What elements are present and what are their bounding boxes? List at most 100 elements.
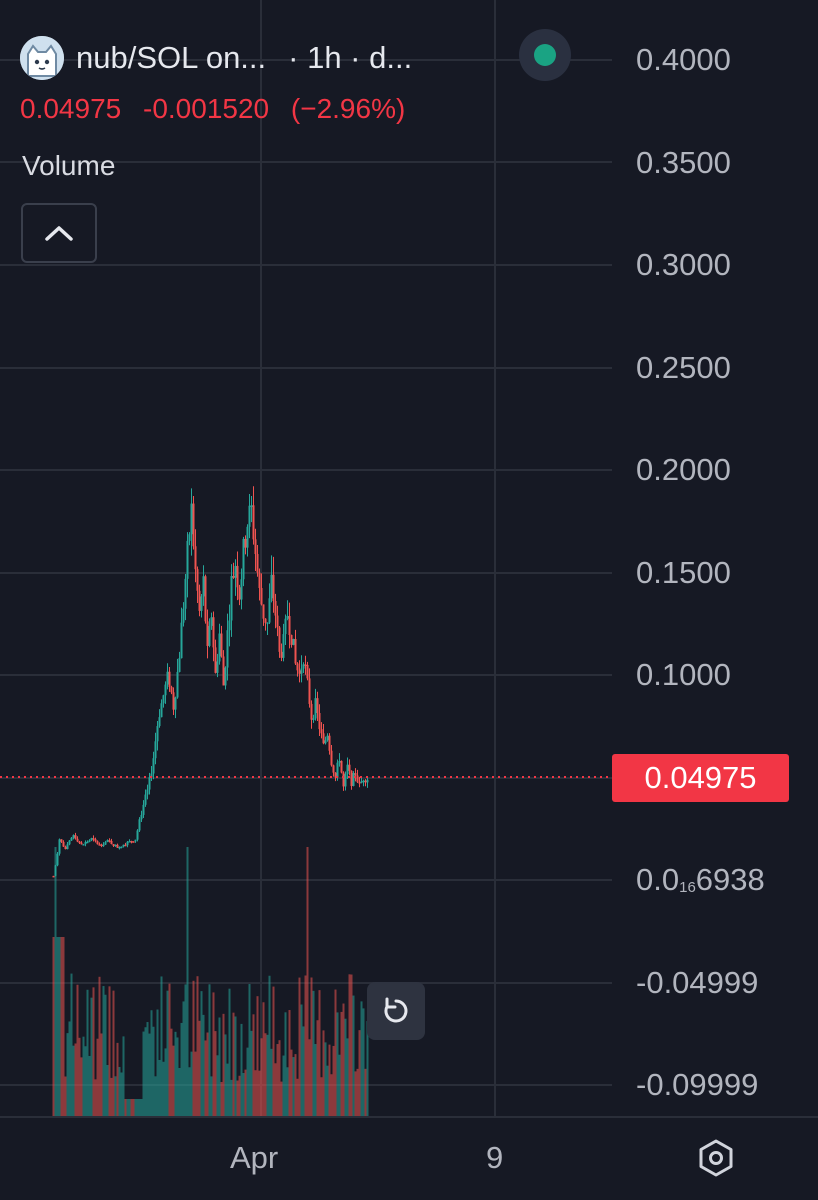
candle-body	[248, 505, 251, 527]
volume-bar	[170, 1028, 173, 1117]
candle-body	[266, 622, 269, 625]
volume-bar	[318, 990, 321, 1117]
candle-body	[180, 622, 183, 659]
candle-body	[302, 664, 305, 669]
candle-body	[98, 844, 101, 846]
volume-bar	[344, 1018, 347, 1117]
volume-bar	[64, 1076, 67, 1117]
collapse-legend-button[interactable]	[21, 203, 97, 263]
candle-body	[206, 621, 209, 646]
candle-body	[234, 565, 237, 578]
volume-bar	[188, 1067, 191, 1117]
candle-body	[118, 847, 121, 849]
volume-bar	[104, 994, 107, 1117]
candles	[52, 486, 369, 878]
volume-bar	[264, 1033, 267, 1117]
candle-body	[264, 618, 267, 623]
candle-body	[162, 695, 165, 704]
candle-body	[268, 598, 271, 623]
volume-bar	[360, 1001, 363, 1117]
candle-body	[356, 775, 359, 783]
volume-bar	[292, 1057, 295, 1117]
volume-bar	[118, 1066, 121, 1117]
volume-bar	[312, 990, 315, 1117]
volume-bar	[84, 1046, 87, 1117]
volume-bar	[316, 1020, 319, 1117]
y-tick-label: 0.3500	[636, 145, 731, 180]
candle-body	[330, 750, 333, 766]
candle-body	[296, 663, 299, 671]
chart-settings-button[interactable]	[694, 1136, 738, 1180]
candle-body	[52, 875, 55, 878]
volume-bar	[140, 1099, 143, 1117]
candle-body	[210, 617, 213, 626]
candle-body	[146, 789, 149, 795]
volume-bar	[362, 1008, 365, 1117]
candle-body	[108, 840, 111, 842]
candle-body	[224, 667, 227, 686]
candle-body	[122, 844, 125, 847]
candle-body	[142, 804, 145, 815]
volume-bar	[364, 1068, 367, 1117]
volume-bar	[144, 1027, 147, 1117]
ohlc-price-line: 0.04975 -0.001520 (−2.96%)	[20, 93, 419, 125]
market-status-indicator[interactable]	[519, 29, 571, 81]
candle-body	[270, 574, 273, 599]
candle-body	[74, 835, 77, 839]
candle-body	[342, 772, 345, 787]
candle-body	[94, 839, 97, 842]
volume-bar	[336, 1012, 339, 1117]
candle-body	[208, 625, 211, 646]
volume-bar	[122, 1036, 125, 1117]
candle-body	[212, 617, 215, 648]
candle-body	[306, 664, 309, 679]
candle-body	[282, 634, 285, 658]
candle-body	[168, 671, 171, 687]
volume-bar	[108, 986, 111, 1117]
candle-body	[350, 770, 353, 786]
volume-bar	[52, 937, 55, 1117]
volume-bar	[72, 1045, 75, 1117]
volume-bar	[134, 1099, 137, 1117]
candle-body	[308, 678, 311, 704]
volume-bar	[202, 1014, 205, 1117]
candle-body	[218, 633, 221, 662]
volume-bar	[262, 1002, 265, 1117]
cat-logo-icon	[20, 36, 64, 80]
volume-bar	[284, 1012, 287, 1117]
volume-bar	[142, 1031, 145, 1117]
candle-body	[190, 503, 193, 535]
candle-body	[174, 697, 177, 710]
candle-body	[112, 843, 115, 846]
volume-bar	[56, 937, 59, 1117]
y-tick-label: -0.04999	[636, 965, 759, 1000]
candle-body	[128, 840, 131, 843]
volume-bar	[296, 1078, 299, 1117]
candle-body	[172, 692, 175, 710]
symbol-header[interactable]: nub/SOL on... · 1h · d...	[20, 28, 412, 88]
volume-bar	[136, 1099, 139, 1117]
volume-bar	[82, 1036, 85, 1117]
candle-body	[96, 841, 99, 845]
volume-bar	[210, 1076, 213, 1117]
volume-bar	[192, 980, 195, 1117]
pair-title[interactable]: nub/SOL on...	[76, 40, 267, 75]
reset-chart-button[interactable]	[367, 982, 425, 1040]
volume-bar	[340, 1011, 343, 1117]
volume-bar	[290, 1049, 293, 1117]
candle-body	[250, 505, 253, 507]
volume-bars	[52, 847, 369, 1117]
candle-body	[364, 780, 367, 783]
volume-bar	[174, 1031, 177, 1117]
volume-bar	[78, 1037, 81, 1117]
interval-text[interactable]: · 1h · d...	[288, 40, 413, 75]
volume-bar	[182, 1001, 185, 1117]
candle-body	[196, 569, 199, 591]
candle-body	[76, 838, 79, 842]
volume-bar	[76, 984, 79, 1117]
volume-bar	[346, 1038, 349, 1117]
volume-bar	[256, 996, 259, 1117]
volume-indicator-label[interactable]: Volume	[22, 150, 116, 181]
candle-body	[322, 733, 325, 744]
